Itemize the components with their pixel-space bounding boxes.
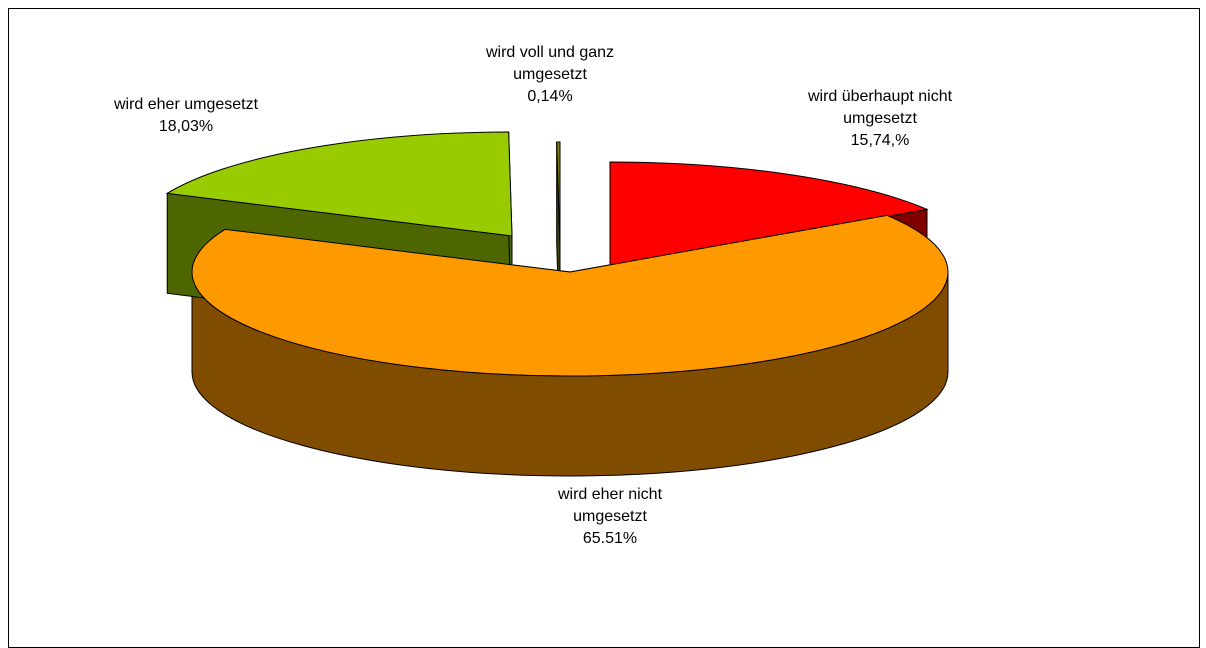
data-label-eher-nicht: wird eher nicht umgesetzt 65.51% [510, 484, 710, 550]
data-label-line: 0,14% [527, 88, 573, 105]
data-label-line: 18,03% [158, 118, 214, 135]
data-label-line: 65.51% [582, 530, 638, 547]
data-label-line: umgesetzt [573, 508, 647, 525]
data-label-line: wird voll und ganz [485, 44, 615, 61]
pie-chart [165, 131, 949, 477]
data-label-eher-umgesetzt: wird eher umgesetzt 18,03% [86, 94, 286, 138]
data-label-ueberhaupt-nicht: wird überhaupt nicht umgesetzt 15,74,% [780, 86, 980, 152]
data-label-line: wird eher nicht [557, 486, 663, 503]
slice-voll-und-ganz [556, 141, 561, 247]
slice-ueberhaupt-nicht [609, 161, 929, 267]
data-label-voll-und-ganz: wird voll und ganz umgesetzt 0,14% [450, 42, 650, 108]
data-label-line: 15,74,% [850, 132, 910, 149]
data-label-line: umgesetzt [513, 66, 587, 83]
data-label-line: wird überhaupt nicht [807, 88, 953, 105]
slice-eher-nicht [191, 214, 949, 377]
slice-eher-umgesetzt [165, 131, 513, 237]
data-label-line: umgesetzt [843, 110, 917, 127]
data-label-line: wird eher umgesetzt [113, 96, 259, 113]
